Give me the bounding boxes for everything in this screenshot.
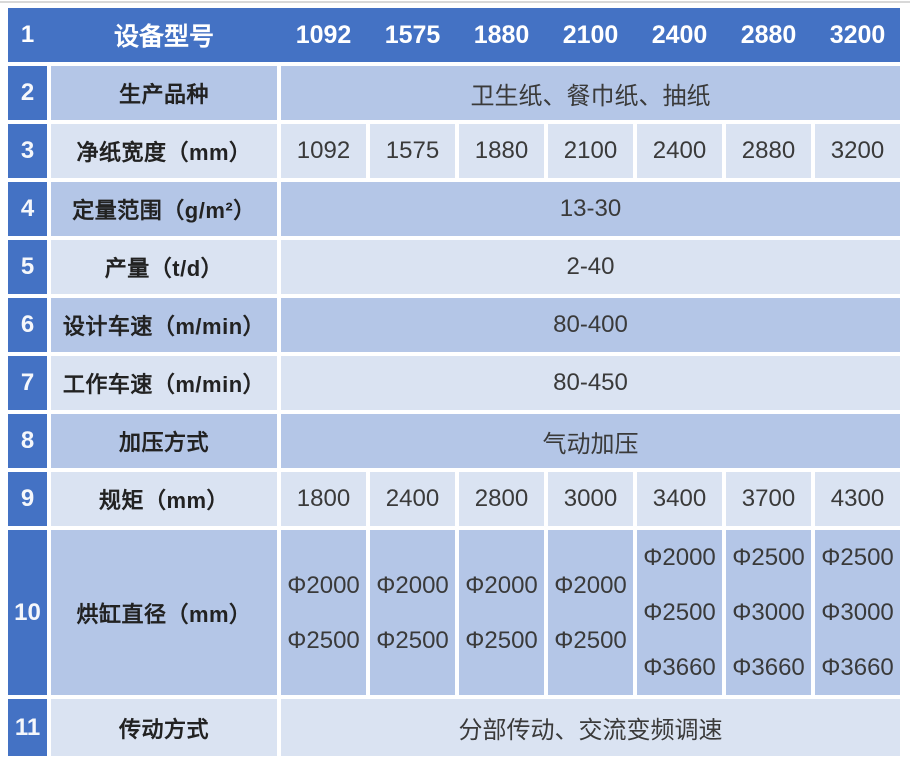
cell-line: Φ2500	[554, 626, 627, 654]
header-label: 设备型号	[113, 23, 214, 51]
row-number: 6	[8, 298, 47, 352]
table-header-row: 1 设备型号 1092 1575 1880 2100 2400 2880 320…	[8, 8, 900, 62]
row-value: 80-400	[281, 298, 900, 352]
cell: 2400	[637, 124, 722, 178]
cell: 1880	[459, 124, 544, 178]
table-row: 8 加压方式 气动加压	[8, 414, 900, 468]
cell-line: Φ2500	[465, 626, 538, 654]
cell: Φ2000 Φ2500	[548, 530, 633, 695]
row-value: 80-450	[281, 356, 900, 410]
row-value: 2-40	[281, 240, 900, 294]
row-number: 10	[8, 530, 47, 695]
row-value: 气动加压	[281, 414, 900, 468]
cell-line: Φ2500	[643, 599, 716, 626]
header-col: 2880	[740, 20, 797, 49]
cell-line: Φ2500	[732, 544, 805, 571]
header-col: 1880	[473, 20, 530, 49]
row-label: 烘缸直径（mm）	[51, 530, 277, 695]
cell-line: Φ3000	[821, 599, 894, 626]
cell-line: Φ2500	[821, 544, 894, 571]
cell: Φ2000 Φ2500	[459, 530, 544, 695]
cell: 3000	[548, 472, 633, 526]
table-row: 3 净纸宽度（mm） 1092 1575 1880 2100 2400 2880…	[8, 124, 900, 178]
cell-line: Φ2500	[287, 626, 360, 654]
row-value: 分部传动、交流变频调速	[281, 699, 900, 756]
cell-line: Φ3660	[821, 654, 894, 681]
cell: 1092	[281, 124, 366, 178]
row-number: 11	[8, 699, 47, 756]
cell: Φ2000 Φ2500	[370, 530, 455, 695]
cell-line: Φ2000	[287, 571, 360, 599]
table-row: 5 产量（t/d） 2-40	[8, 240, 900, 294]
cell-line: Φ2000	[376, 571, 449, 599]
cell-line: Φ2000	[643, 544, 716, 571]
cell: 1800	[281, 472, 366, 526]
row-number: 9	[8, 472, 47, 526]
cell: 3400	[637, 472, 722, 526]
row-number: 5	[8, 240, 47, 294]
cell: Φ2500 Φ3000 Φ3660	[815, 530, 900, 695]
cell: 1575	[370, 124, 455, 178]
cell: 3700	[726, 472, 811, 526]
row-number: 1	[20, 21, 35, 48]
row-label: 产量（t/d）	[51, 240, 277, 294]
row-number: 8	[8, 414, 47, 468]
table-row: 2 生产品种 卫生纸、餐巾纸、抽纸	[8, 66, 900, 120]
row-label: 加压方式	[51, 414, 277, 468]
row-label: 设计车速（m/min）	[51, 298, 277, 352]
row-number: 4	[8, 182, 47, 236]
header-col: 1092	[295, 20, 352, 49]
table-row: 10 烘缸直径（mm） Φ2000 Φ2500 Φ2000 Φ2500 Φ200…	[8, 530, 900, 695]
row-label: 净纸宽度（mm）	[51, 124, 277, 178]
cell: 2800	[459, 472, 544, 526]
cell: 3200	[815, 124, 900, 178]
table-row: 9 规矩（mm） 1800 2400 2800 3000 3400 3700 4…	[8, 472, 900, 526]
row-number: 7	[8, 356, 47, 410]
cell: Φ2000 Φ2500 Φ3660	[637, 530, 722, 695]
table-row: 4 定量范围（g/m²） 13-30	[8, 182, 900, 236]
table-row: 6 设计车速（m/min） 80-400	[8, 298, 900, 352]
header-col: 3200	[829, 20, 886, 49]
row-label: 生产品种	[51, 66, 277, 120]
header-col: 2100	[562, 20, 619, 49]
cell: 4300	[815, 472, 900, 526]
cell: 2400	[370, 472, 455, 526]
cell-line: Φ3660	[732, 654, 805, 681]
row-value: 13-30	[281, 182, 900, 236]
cell-line: Φ3660	[643, 654, 716, 681]
header-col: 1575	[384, 20, 441, 49]
table-row: 11 传动方式 分部传动、交流变频调速	[8, 699, 900, 756]
cell: Φ2500 Φ3000 Φ3660	[726, 530, 811, 695]
cell-line: Φ2500	[376, 626, 449, 654]
header-col: 2400	[651, 20, 708, 49]
equipment-spec-table: 1 设备型号 1092 1575 1880 2100 2400 2880 320…	[8, 8, 900, 756]
row-label: 工作车速（m/min）	[51, 356, 277, 410]
table-row: 7 工作车速（m/min） 80-450	[8, 356, 900, 410]
row-label: 传动方式	[51, 699, 277, 756]
cell-line: Φ2000	[465, 571, 538, 599]
cell: 2880	[726, 124, 811, 178]
cell-line: Φ3000	[732, 599, 805, 626]
row-value: 卫生纸、餐巾纸、抽纸	[281, 66, 900, 120]
row-label: 规矩（mm）	[51, 472, 277, 526]
top-border-line	[0, 1, 910, 3]
row-label: 定量范围（g/m²）	[51, 182, 277, 236]
cell-line: Φ2000	[554, 571, 627, 599]
cell: Φ2000 Φ2500	[281, 530, 366, 695]
cell: 2100	[548, 124, 633, 178]
row-number: 2	[8, 66, 47, 120]
row-number: 3	[8, 124, 47, 178]
